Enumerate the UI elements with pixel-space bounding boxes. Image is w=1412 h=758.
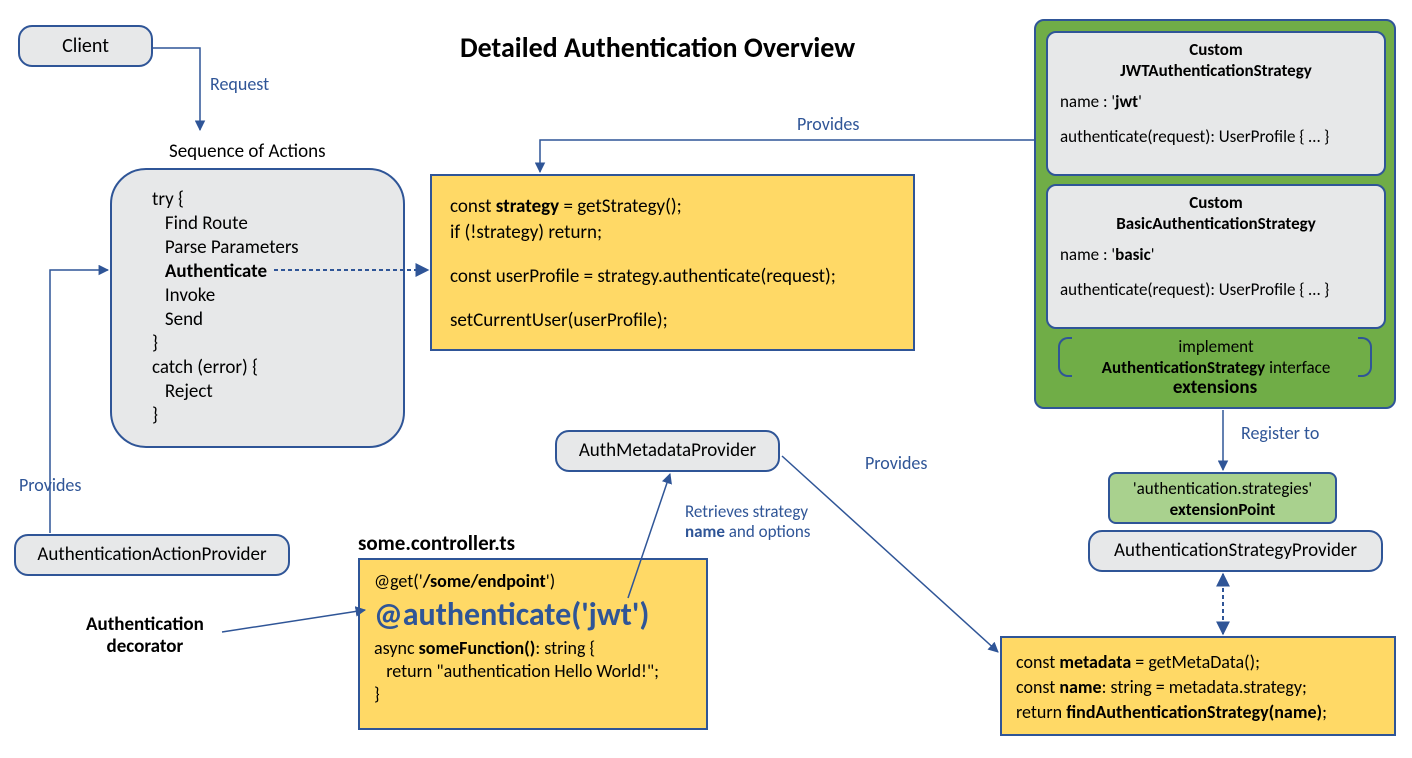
auth-decorator-label: Authentication decorator	[86, 614, 204, 658]
auth-action-provider-box: AuthenticationActionProvider	[14, 534, 290, 576]
strategy-l4: setCurrentUser(userProfile);	[450, 308, 895, 334]
register-to-label: Register to	[1241, 422, 1319, 444]
sequence-title: Sequence of Actions	[169, 140, 326, 163]
basic-t2: BasicAuthenticationStrategy	[1060, 213, 1372, 234]
strategy-l3: const userProfile = strategy.authenticat…	[450, 264, 895, 290]
ctrl-return: return "authentication Hello World!";	[374, 660, 692, 683]
jwt-name: name : 'jwt'	[1060, 91, 1372, 112]
jwt-t1: Custom	[1060, 39, 1372, 60]
meta-l2: const name: string = metadata.strategy;	[1016, 675, 1380, 700]
retrieves-label: Retrieves strategy name and options	[685, 502, 810, 542]
meta-l1: const metadata = getMetaData();	[1016, 650, 1380, 675]
strategy-l1: const strategy = getStrategy();	[450, 194, 895, 220]
auth-metadata-provider-box: AuthMetadataProvider	[555, 430, 780, 472]
bracket-right	[1358, 337, 1372, 377]
ctrl-end: }	[374, 683, 692, 706]
jwt-auth: authenticate(request): UserProfile { … }	[1060, 126, 1372, 147]
ctrl-authenticate: @authenticate('jwt')	[374, 595, 692, 635]
bracket-left	[1058, 337, 1072, 377]
seq-invoke: Invoke	[152, 284, 363, 308]
request-label: Request	[210, 73, 269, 95]
extensions-title: extensions	[1036, 376, 1394, 399]
meta-l3: return findAuthenticationStrategy(name);	[1016, 700, 1380, 725]
controller-box: @get('/some/endpoint') @authenticate('jw…	[358, 558, 708, 730]
sequence-box: try { Find Route Parse Parameters Authen…	[110, 168, 405, 448]
metadata-code-box: const metadata = getMetaData(); const na…	[1000, 636, 1396, 736]
provides-left: Provides	[19, 474, 81, 496]
client-box: Client	[18, 25, 153, 67]
seq-findroute: Find Route	[152, 212, 363, 236]
basic-auth: authenticate(request): UserProfile { … }	[1060, 279, 1372, 300]
provides-mid: Provides	[865, 452, 927, 474]
strategy-l2: if (!strategy) return;	[450, 220, 895, 246]
ctrl-get: @get('/some/endpoint')	[374, 570, 692, 593]
provides-top: Provides	[797, 113, 859, 135]
seq-authenticate: Authenticate	[152, 260, 363, 284]
jwt-strategy-box: Custom JWTAuthenticationStrategy name : …	[1046, 31, 1386, 176]
strategy-code-box: const strategy = getStrategy(); if (!str…	[430, 174, 915, 351]
extensions-container: Custom JWTAuthenticationStrategy name : …	[1034, 19, 1396, 409]
seq-try: try {	[152, 188, 363, 212]
page-title: Detailed Authentication Overview	[460, 30, 855, 65]
seq-parse: Parse Parameters	[152, 236, 363, 260]
controller-title: some.controller.ts	[358, 530, 515, 556]
extension-point-box: 'authentication.strategies' extensionPoi…	[1108, 472, 1337, 524]
auth-strategy-provider-box: AuthenticationStrategyProvider	[1088, 530, 1383, 572]
basic-t1: Custom	[1060, 192, 1372, 213]
ctrl-func: async someFunction(): string {	[374, 637, 692, 660]
basic-strategy-box: Custom BasicAuthenticationStrategy name …	[1046, 184, 1386, 329]
implement-label: implement AuthenticationStrategy interfa…	[1066, 336, 1366, 378]
basic-name: name : 'basic'	[1060, 244, 1372, 265]
seq-send: Send	[152, 308, 363, 332]
jwt-t2: JWTAuthenticationStrategy	[1060, 60, 1372, 81]
seq-reject: Reject	[152, 380, 363, 404]
seq-catch: catch (error) {	[152, 356, 363, 380]
seq-endtry: }	[152, 332, 363, 356]
seq-endcatch: }	[152, 404, 363, 428]
